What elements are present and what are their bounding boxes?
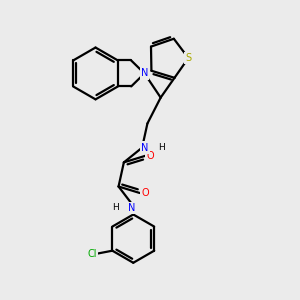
Text: H: H <box>112 203 119 212</box>
Text: S: S <box>185 53 191 63</box>
Text: H: H <box>158 143 165 152</box>
Text: O: O <box>146 151 154 161</box>
Text: Cl: Cl <box>87 249 97 259</box>
Text: N: N <box>141 142 149 153</box>
Text: N: N <box>128 203 136 213</box>
Text: N: N <box>141 68 148 78</box>
Text: O: O <box>141 188 149 198</box>
